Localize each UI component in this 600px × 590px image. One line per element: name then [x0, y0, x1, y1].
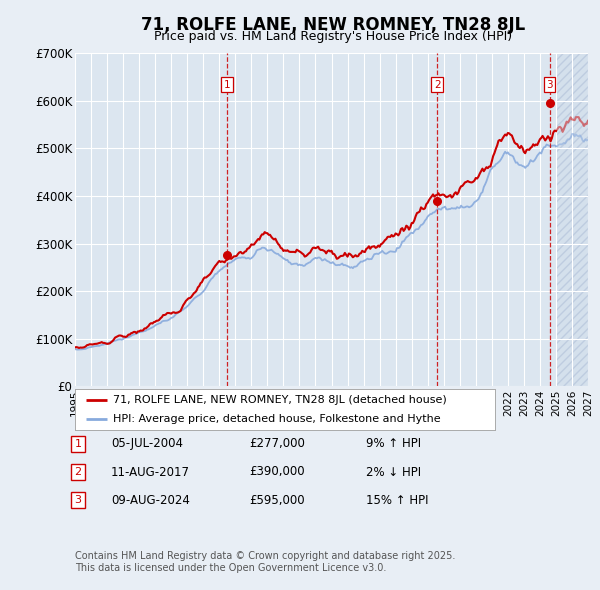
Text: 71, ROLFE LANE, NEW ROMNEY, TN28 8JL: 71, ROLFE LANE, NEW ROMNEY, TN28 8JL [141, 16, 525, 34]
Text: 2% ↓ HPI: 2% ↓ HPI [366, 466, 421, 478]
Text: 3: 3 [546, 80, 553, 90]
Text: Contains HM Land Registry data © Crown copyright and database right 2025.: Contains HM Land Registry data © Crown c… [75, 552, 455, 561]
Text: £277,000: £277,000 [249, 437, 305, 450]
Text: 1: 1 [74, 439, 82, 448]
Text: 2: 2 [74, 467, 82, 477]
Text: HPI: Average price, detached house, Folkestone and Hythe: HPI: Average price, detached house, Folk… [113, 414, 440, 424]
Text: Price paid vs. HM Land Registry's House Price Index (HPI): Price paid vs. HM Land Registry's House … [154, 30, 512, 43]
Text: 05-JUL-2004: 05-JUL-2004 [111, 437, 183, 450]
Text: 15% ↑ HPI: 15% ↑ HPI [366, 494, 428, 507]
Text: 71, ROLFE LANE, NEW ROMNEY, TN28 8JL (detached house): 71, ROLFE LANE, NEW ROMNEY, TN28 8JL (de… [113, 395, 446, 405]
Text: £390,000: £390,000 [249, 466, 305, 478]
Text: 2: 2 [434, 80, 440, 90]
Text: This data is licensed under the Open Government Licence v3.0.: This data is licensed under the Open Gov… [75, 563, 386, 572]
Text: 1: 1 [224, 80, 230, 90]
Text: £595,000: £595,000 [249, 494, 305, 507]
Text: 11-AUG-2017: 11-AUG-2017 [111, 466, 190, 478]
Text: 09-AUG-2024: 09-AUG-2024 [111, 494, 190, 507]
Bar [556, 53, 588, 386]
Text: 3: 3 [74, 496, 82, 505]
Text: 9% ↑ HPI: 9% ↑ HPI [366, 437, 421, 450]
